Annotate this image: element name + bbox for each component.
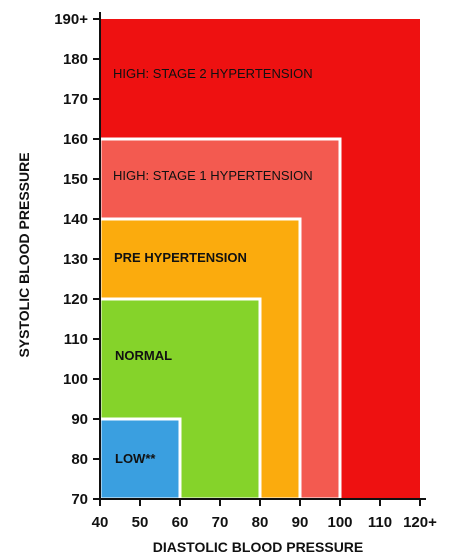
x-tick-label: 120+	[403, 514, 437, 531]
y-tick-label: 120	[63, 291, 88, 308]
x-tick-label: 40	[92, 514, 109, 531]
zone-high-stage-2-hypertension-label: HIGH: STAGE 2 HYPERTENSION	[113, 66, 313, 81]
x-ticks: 40 50 60 70 80 90 100 110 120+	[92, 499, 437, 531]
y-tick-label: 70	[71, 491, 88, 508]
y-tick-label: 190+	[54, 11, 88, 28]
zone-pre-hypertension-label: PRE HYPERTENSION	[114, 250, 247, 265]
zone-low-label: LOW**	[115, 451, 156, 466]
y-tick-label: 80	[71, 451, 88, 468]
x-tick-label: 70	[212, 514, 229, 531]
zone-normal-label: NORMAL	[115, 348, 172, 363]
x-tick-label: 80	[252, 514, 269, 531]
y-tick-label: 110	[64, 331, 88, 348]
y-ticks: 70 80 90 100 110 120 130 140 150 160 170 180 190+	[54, 11, 100, 508]
zones-layer: HIGH: STAGE 2 HYPERTENSION HIGH: STAGE 1 …	[98, 19, 420, 501]
x-axis-title: DIASTOLIC BLOOD PRESSURE	[153, 539, 364, 555]
x-tick-label: 50	[132, 514, 149, 531]
y-tick-label: 100	[63, 371, 88, 388]
y-tick-label: 150	[63, 171, 88, 188]
x-tick-label: 60	[172, 514, 189, 531]
x-tick-label: 100	[327, 514, 352, 531]
y-tick-label: 140	[63, 211, 88, 228]
y-axis-title: SYSTOLIC BLOOD PRESSURE	[16, 152, 32, 357]
y-tick-label: 180	[63, 51, 88, 68]
zone-high-stage-1-hypertension-label: HIGH: STAGE 1 HYPERTENSION	[113, 168, 313, 183]
y-tick-label: 130	[63, 251, 88, 268]
y-tick-label: 170	[63, 91, 88, 108]
x-tick-label: 90	[292, 514, 309, 531]
x-tick-label: 110	[368, 514, 392, 531]
y-tick-label: 90	[71, 411, 88, 428]
y-tick-label: 160	[63, 131, 88, 148]
